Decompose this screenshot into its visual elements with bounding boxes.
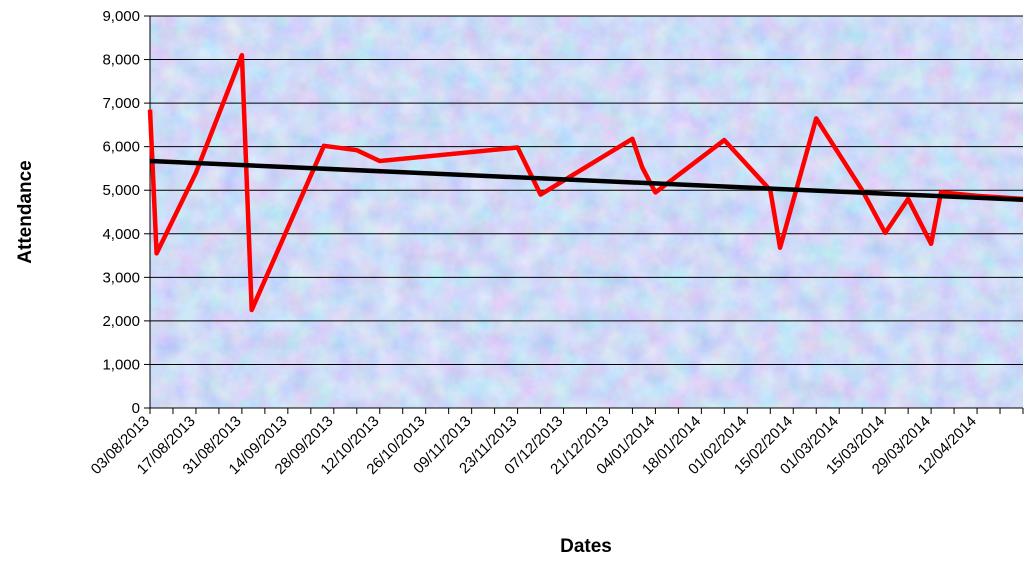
x-axis-title: Dates: [560, 536, 612, 557]
y-tick-label: 5,000: [102, 182, 140, 199]
y-tick-label: 6,000: [102, 139, 140, 156]
y-tick-label: 0: [132, 400, 140, 417]
y-tick-label: 1,000: [102, 356, 140, 373]
attendance-line: [147, 52, 1024, 313]
y-axis-title: Attendance: [15, 160, 36, 263]
y-tick-label: 4,000: [102, 226, 140, 243]
y-tick-label: 3,000: [102, 269, 140, 286]
x-axis: 03/08/201317/08/201331/08/201314/09/2013…: [88, 407, 1024, 478]
y-tick-label: 8,000: [102, 52, 140, 69]
y-tick-label: 9,000: [102, 8, 140, 25]
gridlines: [150, 15, 1023, 365]
plot-background: [150, 16, 1023, 408]
y-tick-label: 2,000: [102, 313, 140, 330]
trendline: [149, 158, 1024, 203]
series-layer: [147, 52, 1024, 313]
y-tick-label: 7,000: [102, 95, 140, 112]
y-axis: 0 1,000 2,000 3,000 4,000 5,000 6,000 7,000 8,00…: [102, 8, 151, 417]
